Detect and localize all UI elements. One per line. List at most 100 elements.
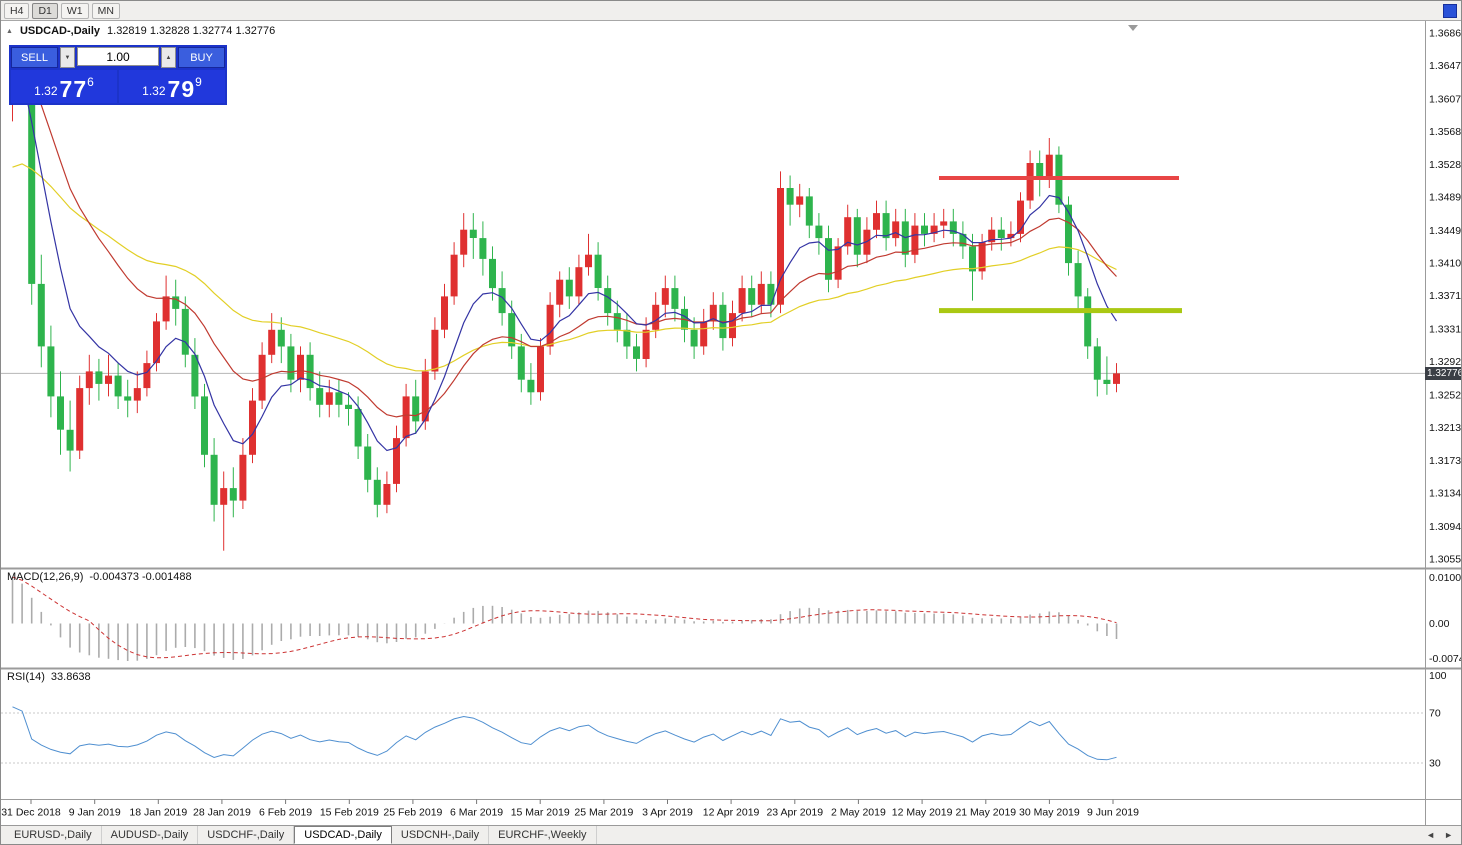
date-label: 3 Apr 2019 (642, 807, 693, 819)
buy-price[interactable]: 1.32 79 9 (119, 70, 225, 103)
trade-price-row: 1.32 77 6 1.32 79 9 (11, 70, 225, 103)
chart-tab-usdchf[interactable]: USDCHF-,Daily (198, 826, 295, 844)
macd-name: MACD(12,26,9) (7, 571, 84, 583)
date-label: 31 Dec 2018 (1, 807, 61, 819)
chart-tab-usdcnh[interactable]: USDCNH-,Daily (392, 826, 490, 844)
chart-tab-audusd[interactable]: AUDUSD-,Daily (102, 826, 199, 844)
date-label: 9 Jan 2019 (69, 807, 121, 819)
price-axis[interactable] (1425, 20, 1462, 845)
price-axis-label: 1.31340 (1429, 488, 1462, 500)
ma-fast-line (12, 70, 1118, 452)
chart-tabs: EURUSD-,Daily AUDUSD-,Daily USDCHF-,Daily U… (5, 826, 597, 844)
buy-price-big: 79 (167, 76, 196, 102)
price-axis-label: 1.33710 (1429, 290, 1462, 302)
current-price-badge: 1.32776 (1425, 367, 1462, 380)
price-axis-label: 1.33310 (1429, 323, 1462, 335)
chevron-up-icon: ▲ (165, 54, 172, 61)
timeframe-button-h4[interactable]: H4 (4, 2, 30, 19)
sell-price-big: 77 (59, 76, 88, 102)
price-axis-label: 1.35680 (1429, 126, 1462, 138)
price-axis-label: 1.34100 (1429, 258, 1462, 270)
tab-scroll-arrows: ◄ ► (1426, 830, 1461, 840)
chart-symbol-title: USDCAD-,Daily (19, 25, 101, 37)
date-label: 6 Mar 2019 (450, 807, 503, 819)
price-axis-label: 1.36070 (1429, 93, 1462, 105)
volume-input[interactable] (77, 47, 159, 66)
rsi-axis-label: 100 (1429, 670, 1447, 682)
price-axis-label: 1.36860 (1429, 28, 1462, 40)
chart-tab-eurusd[interactable]: EURUSD-,Daily (5, 826, 102, 844)
macd-axis-label: -0.007469 (1429, 653, 1462, 665)
macd-signal-line (12, 576, 1117, 659)
price-axis-label: 1.31730 (1429, 455, 1462, 467)
resistance-line[interactable] (939, 176, 1179, 180)
price-axis-label: 1.32520 (1429, 389, 1462, 401)
timeframe-button-w1[interactable]: W1 (60, 2, 89, 19)
price-axis-label: 1.32920 (1429, 356, 1462, 368)
date-label: 2 May 2019 (831, 807, 886, 819)
price-axis-label: 1.34490 (1429, 225, 1462, 237)
rsi-axis-label: 30 (1429, 758, 1441, 770)
date-label: 25 Feb 2019 (383, 807, 442, 819)
price-axis-label: 1.35280 (1429, 159, 1462, 171)
chart-tab-bar: EURUSD-,Daily AUDUSD-,Daily USDCHF-,Daily U… (1, 825, 1461, 844)
sell-button[interactable]: SELL (11, 47, 58, 68)
tabs-scroll-left-icon[interactable]: ◄ (1426, 830, 1436, 840)
date-label: 15 Mar 2019 (511, 807, 570, 819)
date-label: 28 Jan 2019 (193, 807, 251, 819)
chart-shift-marker[interactable] (1128, 25, 1138, 31)
chart-ohlc-values: 1.32819 1.32828 1.32774 1.32776 (107, 25, 276, 37)
buy-button[interactable]: BUY (178, 47, 225, 68)
sell-price-pip: 6 (87, 75, 94, 89)
toolbar-overflow-button[interactable] (1443, 4, 1457, 18)
timeframe-button-d1[interactable]: D1 (32, 2, 58, 19)
volume-decrease-button[interactable]: ▼ (60, 47, 75, 68)
chart-tab-eurchf[interactable]: EURCHF-,Weekly (489, 826, 597, 844)
rsi-line (12, 706, 1117, 761)
timeframe-buttons: H4 D1 W1 MN (4, 2, 120, 19)
volume-increase-button[interactable]: ▲ (161, 47, 176, 68)
trade-order-row: SELL ▼ ▲ BUY (11, 47, 225, 68)
date-label: 15 Feb 2019 (320, 807, 379, 819)
price-axis-label: 1.30940 (1429, 521, 1462, 533)
chart-title-bar: ▲ USDCAD-,Daily 1.32819 1.32828 1.32774 … (6, 25, 275, 37)
sell-price[interactable]: 1.32 77 6 (11, 70, 117, 103)
price-axis-label: 1.30550 (1429, 554, 1462, 566)
date-label: 25 Mar 2019 (574, 807, 633, 819)
rsi-label: RSI(14) 33.8638 (7, 671, 91, 683)
date-label: 12 May 2019 (892, 807, 953, 819)
rsi-name: RSI(14) (7, 671, 45, 683)
rsi-axis-label: 70 (1429, 708, 1441, 720)
tabs-scroll-right-icon[interactable]: ► (1444, 830, 1453, 840)
date-label: 23 Apr 2019 (766, 807, 823, 819)
chart-tab-usdcad[interactable]: USDCAD-,Daily (294, 826, 392, 844)
timeframe-button-mn[interactable]: MN (91, 2, 120, 19)
price-axis-label: 1.34890 (1429, 192, 1462, 204)
chevron-down-icon: ▼ (64, 54, 71, 61)
date-label: 6 Feb 2019 (259, 807, 312, 819)
buy-price-base: 1.32 (142, 84, 166, 98)
macd-axis-label: 0.010052 (1429, 572, 1462, 584)
ma-slow-line (12, 163, 1117, 372)
buy-price-pip: 9 (195, 75, 202, 89)
price-axis-label: 1.36470 (1429, 60, 1462, 72)
ma-medium-line (12, 54, 1117, 418)
sell-price-base: 1.32 (34, 84, 58, 98)
chart-plot-area[interactable] (1, 20, 1425, 845)
date-label: 30 May 2019 (1019, 807, 1080, 819)
price-axis-label: 1.32130 (1429, 422, 1462, 434)
timeframe-toolbar: H4 D1 W1 MN (1, 1, 1461, 21)
date-label: 21 May 2019 (955, 807, 1016, 819)
rsi-value: 33.8638 (50, 671, 91, 683)
date-label: 12 Apr 2019 (703, 807, 760, 819)
macd-values: -0.004373 -0.001488 (89, 571, 192, 583)
one-click-trading-panel: SELL ▼ ▲ BUY 1.32 77 6 1.32 79 9 (9, 45, 227, 105)
one-click-panel-toggle-icon[interactable]: ▲ (6, 27, 13, 35)
macd-axis-label: 0.00 (1429, 618, 1450, 630)
date-label: 18 Jan 2019 (129, 807, 187, 819)
support-line[interactable] (939, 308, 1182, 314)
macd-label: MACD(12,26,9) -0.004373 -0.001488 (7, 571, 192, 583)
date-label: 9 Jun 2019 (1087, 807, 1139, 819)
